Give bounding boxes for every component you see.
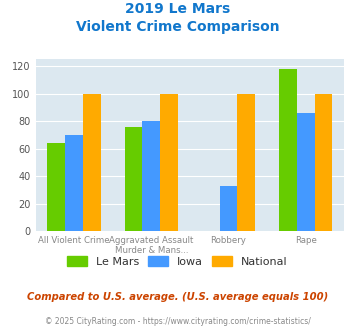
Text: Rape: Rape [295, 236, 317, 245]
Bar [65, 135, 83, 231]
Text: Robbery: Robbery [211, 236, 246, 245]
Text: © 2025 CityRating.com - https://www.cityrating.com/crime-statistics/: © 2025 CityRating.com - https://www.city… [45, 317, 310, 326]
Bar [83, 94, 101, 231]
Bar [160, 94, 178, 231]
Text: Murder & Mans...: Murder & Mans... [115, 246, 188, 255]
Text: 2019 Le Mars: 2019 Le Mars [125, 2, 230, 16]
Bar [125, 127, 142, 231]
Bar [220, 186, 237, 231]
Bar [279, 69, 297, 231]
Bar [297, 113, 315, 231]
Text: Aggravated Assault: Aggravated Assault [109, 236, 193, 245]
Text: All Violent Crime: All Violent Crime [38, 236, 110, 245]
Bar [315, 94, 332, 231]
Text: Compared to U.S. average. (U.S. average equals 100): Compared to U.S. average. (U.S. average … [27, 292, 328, 302]
Bar [237, 94, 255, 231]
Bar [48, 143, 65, 231]
Text: Violent Crime Comparison: Violent Crime Comparison [76, 20, 279, 34]
Bar [142, 121, 160, 231]
Legend: Le Mars, Iowa, National: Le Mars, Iowa, National [67, 256, 288, 267]
